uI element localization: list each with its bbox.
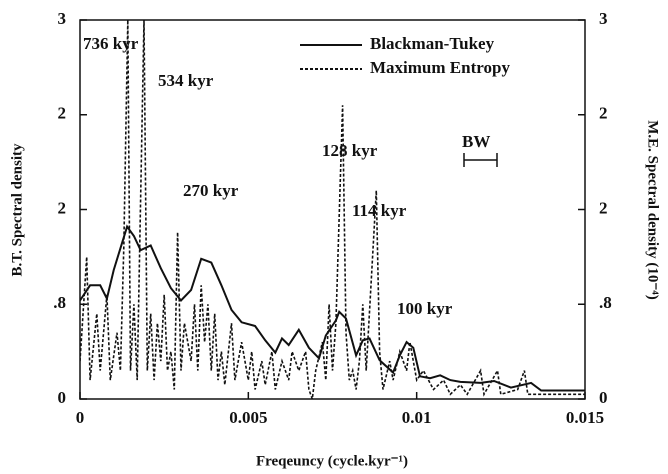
y-tick-label: 2 — [58, 198, 67, 217]
series-line — [80, 224, 585, 392]
series-line — [80, 20, 585, 400]
x-tick-label: 0.015 — [566, 408, 604, 427]
y-tick-label: .8 — [53, 293, 66, 312]
y-tick-label: 3 — [58, 9, 67, 28]
y2-tick-label: 3 — [599, 9, 608, 28]
y2-tick-label: 2 — [599, 104, 608, 123]
y2-tick-label: .8 — [599, 293, 612, 312]
x-tick-label: 0 — [76, 408, 85, 427]
y-tick-label: 2 — [58, 104, 67, 123]
y2-tick-label: 0 — [599, 388, 608, 407]
x-axis-label: Freqeuncy (cycle.kyr⁻¹) — [256, 453, 408, 469]
annotation: BW — [462, 132, 490, 151]
annotation: 128 kyr — [322, 141, 378, 160]
y-axis-label: B.T. Spectral density — [9, 143, 25, 277]
annotation: 534 kyr — [158, 71, 214, 90]
x-tick-label: 0.01 — [402, 408, 432, 427]
y2-axis-label: M.E. Spectral density (10⁻⁴) — [645, 120, 661, 299]
legend-label: Maximum Entropy — [370, 58, 510, 77]
legend-label: Blackman-Tukey — [370, 34, 495, 53]
annotation: 736 kyr — [83, 34, 139, 53]
annotation: 100 kyr — [397, 299, 453, 318]
y-tick-label: 0 — [58, 388, 67, 407]
annotation: 270 kyr — [183, 181, 239, 200]
bandwidth-bar — [463, 153, 498, 167]
annotation: 114 kyr — [352, 201, 407, 220]
x-tick-label: 0.005 — [229, 408, 267, 427]
y2-tick-label: 2 — [599, 198, 608, 217]
